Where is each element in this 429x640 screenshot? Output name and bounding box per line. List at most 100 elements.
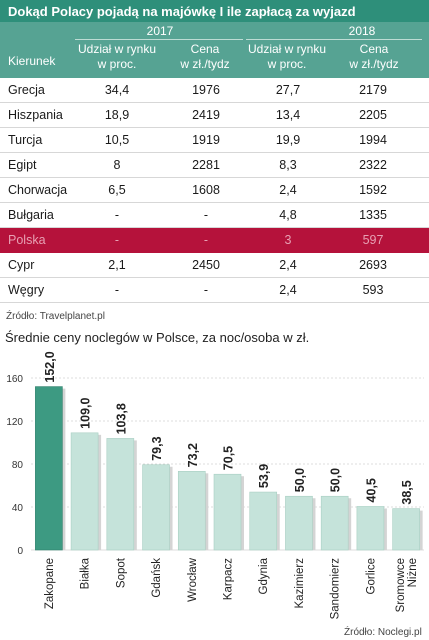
table-row: Polska - - 3 597 — [0, 228, 429, 253]
table-row: Cypr 2,1 2450 2,4 2693 — [0, 253, 429, 278]
x-tick-label: Niżne — [407, 558, 419, 587]
x-tick-label: Sandomierz — [330, 558, 342, 620]
x-tick-label: Wrocław — [187, 557, 199, 602]
cell-name: Cypr — [8, 258, 35, 272]
cell-price-2018: 2322 — [359, 158, 387, 172]
bar — [356, 506, 385, 551]
header-share-2018-line2: w proc. — [267, 57, 307, 71]
cell-name: Egipt — [8, 158, 37, 172]
bar — [320, 495, 349, 551]
cell-price-2017: 2281 — [192, 158, 220, 172]
bar-value-label: 53,9 — [257, 464, 271, 488]
table-title: Dokąd Polacy pojadą na majówkę I ile zap… — [0, 0, 429, 22]
cell-price-2017: - — [203, 208, 209, 222]
cell-price-2018: 2179 — [359, 83, 387, 97]
cell-share-2017: 8 — [113, 158, 121, 172]
cell-name: Grecja — [8, 83, 45, 97]
header-divider-2018 — [246, 39, 422, 40]
cell-share-2017: - — [114, 233, 120, 247]
header-price-2017-line2: w zł./tydz — [180, 57, 230, 71]
cell-price-2017: 1976 — [192, 83, 220, 97]
cell-name: Hiszpania — [8, 108, 63, 122]
cell-price-2018: 593 — [362, 283, 384, 297]
cell-price-2018: 1994 — [359, 133, 387, 147]
table-row: Egipt 8 2281 8,3 2322 — [0, 153, 429, 178]
table-row: Bułgaria - - 4,8 1335 — [0, 203, 429, 228]
cell-name: Polska — [8, 233, 46, 247]
bar-value-label: 73,2 — [186, 443, 200, 467]
chart-source: Źródło: Noclegi.pl — [344, 627, 422, 638]
cell-share-2018: 2,4 — [279, 183, 297, 197]
header-price-2017-line1: Cena — [190, 42, 220, 56]
table-header: 2017 2018 Udział w rynku w proc. Cena w … — [0, 22, 429, 78]
cell-share-2017: - — [114, 208, 120, 222]
y-tick-label: 80 — [12, 460, 24, 471]
cell-share-2017: - — [114, 283, 120, 297]
table-row: Węgry - - 2,4 593 — [0, 278, 429, 303]
header-divider-2017 — [75, 39, 243, 40]
x-tick-label: Gdynia — [258, 557, 270, 594]
bar-value-label: 152,0 — [43, 351, 57, 382]
header-share-2017-line1: Udział w rynku — [77, 42, 157, 56]
cell-name: Bułgaria — [8, 208, 54, 222]
cell-share-2018: 8,3 — [279, 158, 297, 172]
bar-value-label: 79,3 — [150, 436, 164, 460]
cell-price-2017: 2450 — [192, 258, 220, 272]
header-price-2018-line1: Cena — [359, 42, 389, 56]
cell-price-2018: 2205 — [359, 108, 387, 122]
bar — [35, 386, 63, 551]
chart-title: Średnie ceny noclegów w Polsce, za noc/o… — [5, 330, 310, 345]
cell-share-2017: 2,1 — [108, 258, 126, 272]
x-tick-label: Gorlice — [365, 558, 377, 594]
cell-share-2017: 18,9 — [104, 108, 130, 122]
header-year-2017: 2017 — [146, 24, 174, 38]
x-tick-label: Zakopane — [44, 558, 56, 609]
cell-share-2018: 2,4 — [279, 258, 297, 272]
table-source: Źródło: Travelplanet.pl — [6, 311, 105, 322]
y-tick-label: 120 — [6, 417, 23, 428]
bar-value-label: 40,5 — [364, 478, 378, 502]
header-price-2018-line2: w zł./tydz — [349, 57, 399, 71]
x-tick-label: Gdańsk — [151, 558, 163, 598]
table-row: Turcja 10,5 1919 19,9 1994 — [0, 128, 429, 153]
y-tick-label: 40 — [12, 503, 24, 514]
cell-share-2018: 27,7 — [275, 83, 301, 97]
cell-price-2018: 597 — [362, 233, 384, 247]
bar-value-label: 38,5 — [400, 480, 414, 504]
cell-share-2018: 3 — [284, 233, 292, 247]
cell-name: Chorwacja — [8, 183, 68, 197]
x-tick-label: Karpacz — [223, 558, 235, 600]
cell-share-2017: 6,5 — [108, 183, 126, 197]
cell-share-2018: 19,9 — [275, 133, 301, 147]
cell-price-2017: 1919 — [192, 133, 220, 147]
cell-price-2018: 1335 — [359, 208, 387, 222]
table-row: Chorwacja 6,5 1608 2,4 1592 — [0, 178, 429, 203]
header-year-2018: 2018 — [348, 24, 376, 38]
x-tick-label: Białka — [80, 557, 92, 589]
cell-share-2018: 2,4 — [279, 283, 297, 297]
bar — [70, 432, 99, 551]
cell-share-2017: 34,4 — [104, 83, 130, 97]
y-tick-label: 0 — [17, 546, 23, 557]
header-direction: Kierunek — [8, 54, 56, 68]
cell-price-2018: 2693 — [359, 258, 387, 272]
x-tick-label: Sromowce — [395, 558, 407, 612]
bar-value-label: 103,8 — [114, 403, 128, 434]
cell-share-2017: 10,5 — [104, 133, 130, 147]
cell-price-2017: - — [203, 233, 209, 247]
bar — [392, 508, 420, 551]
header-share-2018-line1: Udział w rynku — [247, 42, 327, 56]
table-row: Hiszpania 18,9 2419 13,4 2205 — [0, 103, 429, 128]
cell-price-2017: - — [203, 283, 209, 297]
bar — [142, 464, 170, 551]
cell-price-2017: 1608 — [192, 183, 220, 197]
table-row: Grecja 34,4 1976 27,7 2179 — [0, 78, 429, 103]
bar — [106, 438, 135, 551]
cell-share-2018: 13,4 — [275, 108, 301, 122]
bar — [285, 495, 313, 551]
x-tick-label: Kazimierz — [294, 558, 306, 609]
bar — [213, 473, 242, 551]
bar-value-label: 50,0 — [329, 468, 343, 492]
bar-value-label: 70,5 — [222, 446, 236, 470]
header-share-2017-line2: w proc. — [97, 57, 137, 71]
